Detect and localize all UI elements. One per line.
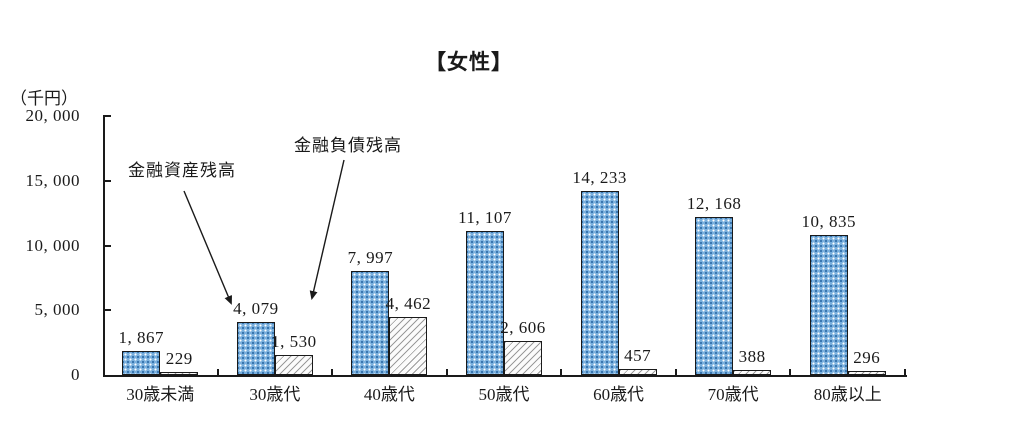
asset-value-label: 7, 997 <box>347 248 394 267</box>
y-axis-tick-label: 10, 000 <box>25 235 80 255</box>
x-axis-tick <box>789 369 792 375</box>
asset-bar <box>351 271 390 375</box>
asset-bar <box>809 235 848 375</box>
liability-bar <box>504 341 542 375</box>
liability-bar <box>618 369 657 375</box>
liability-value-label: 229 <box>165 349 193 368</box>
asset-value-label: 4, 079 <box>233 299 279 318</box>
category-label: 30歳未満 <box>126 385 195 404</box>
y-axis-tick <box>105 179 111 182</box>
liability-value-label: 296 <box>853 348 881 367</box>
annotation-liability-label: 金融負債残高 <box>294 136 402 155</box>
liability-bar <box>733 370 772 375</box>
y-axis-tick <box>105 115 111 117</box>
liability-bar <box>274 355 313 375</box>
liability-value-label: 457 <box>624 346 652 365</box>
x-axis-tick <box>674 369 677 375</box>
asset-bar <box>580 191 619 375</box>
chart-title: 【女性】 <box>425 51 513 74</box>
liability-bar <box>160 372 199 375</box>
y-axis-tick-label: 20, 000 <box>25 106 80 125</box>
asset-bar <box>236 322 275 375</box>
x-axis-line <box>103 375 907 377</box>
liability-value-label: 4, 462 <box>385 294 432 313</box>
asset-bar <box>695 217 734 375</box>
category-label: 30歳代 <box>249 385 301 404</box>
category-label: 40歳代 <box>363 385 415 404</box>
x-axis-tick <box>904 369 906 375</box>
category-label: 60歳代 <box>593 385 645 404</box>
y-axis-tick-label: 5, 000 <box>34 300 80 320</box>
liability-bar <box>847 371 886 375</box>
y-axis-tick-label: 15, 000 <box>25 170 80 190</box>
liability-value-label: 2, 606 <box>500 318 546 337</box>
asset-bar <box>122 351 161 375</box>
asset-value-label: 1, 867 <box>118 328 165 347</box>
y-axis-tick <box>105 244 111 247</box>
asset-value-label: 11, 107 <box>458 208 512 227</box>
x-axis-tick <box>560 369 563 375</box>
y-axis-tick-label: 0 <box>71 365 80 384</box>
asset-bar <box>466 231 504 375</box>
liability-bar <box>389 317 428 375</box>
annotation-asset-label: 金融資産残高 <box>128 161 236 180</box>
asset-value-label: 10, 835 <box>801 212 856 231</box>
liability-value-label: 388 <box>738 347 766 366</box>
asset-value-label: 14, 233 <box>572 168 627 187</box>
y-axis-line <box>103 115 105 376</box>
y-axis-unit-label: （千円） <box>10 89 78 108</box>
category-label: 80歳以上 <box>813 385 882 404</box>
liability-value-label: 1, 530 <box>271 332 317 351</box>
y-axis-tick <box>105 309 111 312</box>
x-axis-tick <box>216 369 219 375</box>
x-axis-tick <box>445 369 448 375</box>
asset-value-label: 12, 168 <box>686 194 742 213</box>
x-axis-tick <box>331 369 334 375</box>
category-label: 70歳代 <box>707 385 759 404</box>
category-label: 50歳代 <box>478 385 530 404</box>
